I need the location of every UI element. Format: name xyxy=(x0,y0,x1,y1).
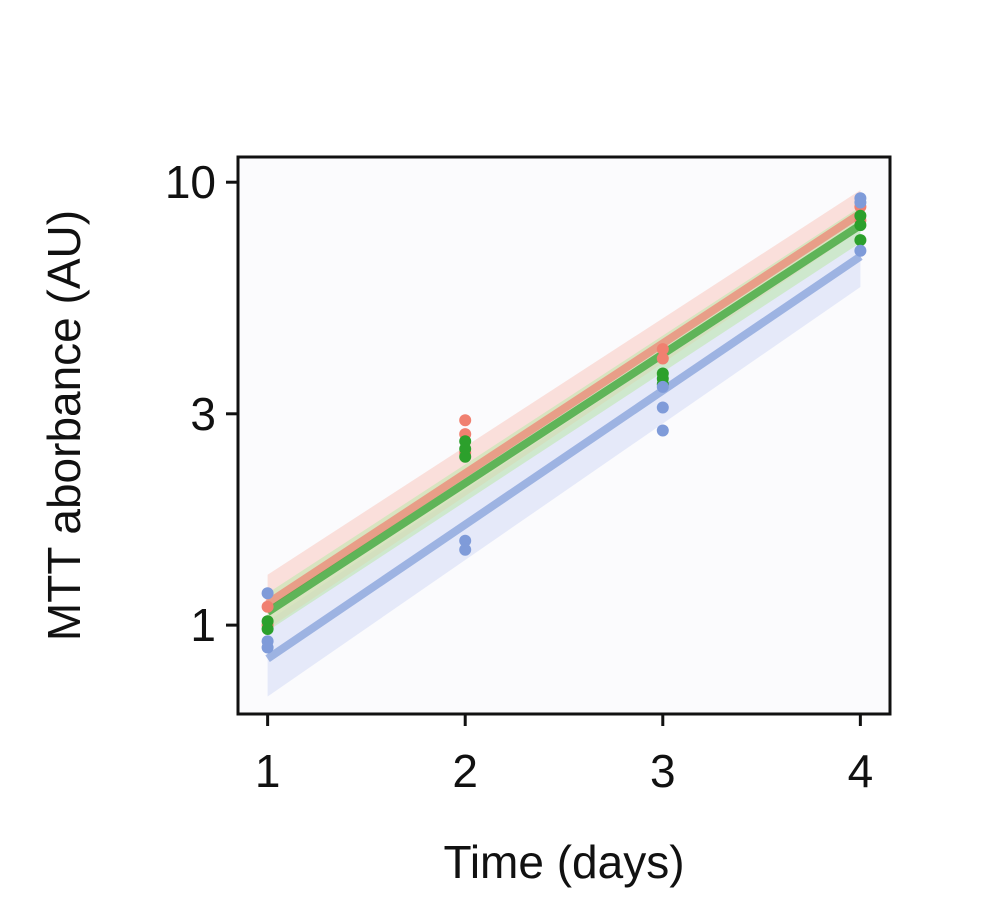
fit-line-series-1 xyxy=(265,210,863,607)
data-point-series-2-10 xyxy=(854,219,867,232)
data-point-series-3-4 xyxy=(459,534,472,547)
data-point-series-2-11 xyxy=(854,234,867,247)
data-point-series-1-7 xyxy=(656,352,669,365)
data-point-series-3-10 xyxy=(854,196,867,209)
fit-line-series-3 xyxy=(265,253,863,663)
x-axis: 1 2 3 4 xyxy=(255,714,873,797)
x-tick-label-1: 1 xyxy=(255,745,281,797)
data-point-series-2-2 xyxy=(261,623,274,635)
data-point-series-3-1 xyxy=(261,587,274,600)
data-point-series-2-5 xyxy=(459,450,472,463)
data-point-series-3-7 xyxy=(656,424,669,437)
data-point-series-3-3 xyxy=(261,641,274,654)
y-tick-label-2: 3 xyxy=(190,388,216,440)
data-point-series-2-9 xyxy=(854,209,867,222)
data-point-series-1-6 xyxy=(656,343,669,356)
plot-frame xyxy=(236,155,892,716)
x-tick-label-2: 2 xyxy=(452,745,478,797)
data-point-series-3-8 xyxy=(656,380,669,393)
data-points xyxy=(261,192,867,654)
x-tick-label-3: 3 xyxy=(650,745,676,797)
y-axis-label: MTT aborbance (AU) xyxy=(38,210,90,641)
data-point-series-1-3 xyxy=(459,414,472,427)
data-point-series-3-5 xyxy=(459,543,472,556)
y-axis: 1 3 10 xyxy=(165,156,238,651)
x-axis-label: Time (days) xyxy=(443,836,684,888)
y-tick-label-3: 10 xyxy=(165,156,216,208)
fit-line-series-2 xyxy=(265,221,863,616)
data-point-series-1-1 xyxy=(261,600,274,613)
fit-lines xyxy=(265,210,863,663)
y-tick-label-1: 1 xyxy=(190,599,216,651)
x-tick-label-4: 4 xyxy=(848,745,874,797)
data-point-series-3-6 xyxy=(656,401,669,414)
data-point-series-3-11 xyxy=(854,244,867,257)
